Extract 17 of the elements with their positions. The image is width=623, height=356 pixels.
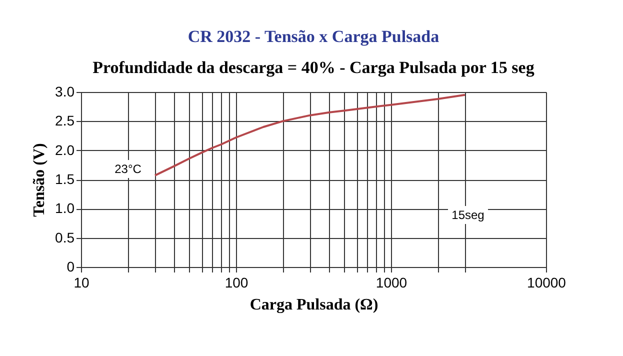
chart-subtitle: Profundidade da descarga = 40% - Carga Pulsada por 15 seg	[92, 58, 535, 77]
x-tick-label: 10000	[527, 274, 566, 290]
y-axis-title: Tensão (V)	[31, 143, 48, 217]
y-tick-label: 1.0	[55, 200, 75, 216]
y-tick-label: 0	[66, 258, 75, 274]
y-tick-label: 1.5	[55, 171, 75, 187]
x-tick-label: 10	[74, 274, 90, 290]
annotation: 23°C	[114, 162, 142, 176]
y-tick-label: 2.0	[55, 142, 75, 158]
annotation: 15seg	[452, 208, 484, 222]
y-tick-label: 3.0	[55, 84, 75, 100]
x-axis-title: Carga Pulsada (Ω)	[250, 296, 378, 314]
x-tick-label: 1000	[376, 274, 408, 290]
chart-title: CR 2032 - Tensão x Carga Pulsada	[188, 27, 440, 46]
y-tick-label: 0.5	[55, 229, 75, 246]
x-tick-label: 100	[224, 274, 248, 290]
y-tick-label: 2.5	[55, 112, 75, 129]
